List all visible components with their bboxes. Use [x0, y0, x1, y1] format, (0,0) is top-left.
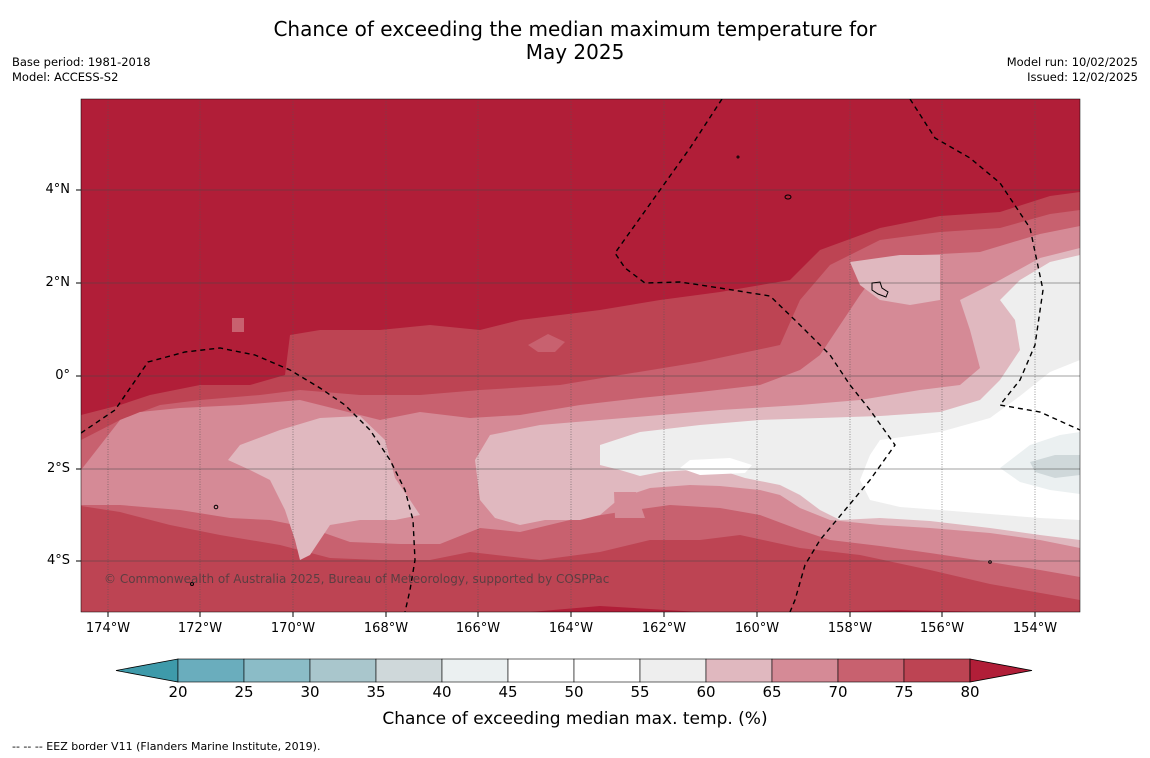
island-outline: [213, 504, 219, 510]
band-65-patch: [614, 492, 645, 518]
lon-label-158w: 158°W: [827, 621, 873, 636]
lon-label-160w: 160°W: [734, 621, 780, 636]
colorbar-segment: [177, 658, 245, 683]
colorbar-tick-label: 80: [960, 683, 980, 701]
map-title: Chance of exceeding the median maximum t…: [0, 18, 1150, 64]
colorbar-tick-label: 60: [696, 683, 716, 701]
eez-legend-note: -- -- -- EEZ border V11 (Flanders Marine…: [12, 740, 321, 753]
island-outline: [736, 155, 740, 159]
colorbar-tick-label: 20: [168, 683, 188, 701]
colorbar-tick-label: 70: [828, 683, 848, 701]
issued-date: Issued: 12/02/2025: [1027, 70, 1138, 84]
colorbar-tick-label: 65: [762, 683, 782, 701]
lon-label-156w: 156°W: [919, 621, 965, 636]
model-name: Model: ACCESS-S2: [12, 70, 119, 84]
model-info: Base period: 1981-2018 Model: ACCESS-S2: [12, 55, 151, 85]
colorbar-tick-label: 40: [432, 683, 452, 701]
colorbar-segment: [375, 658, 443, 683]
colorbar-tick-label: 55: [630, 683, 650, 701]
colorbar-segment: [309, 658, 377, 683]
lon-label-154w: 154°W: [1012, 621, 1058, 636]
band-70-patch: [528, 334, 565, 352]
colorbar-segment: [441, 658, 509, 683]
lon-label-162w: 162°W: [641, 621, 687, 636]
lon-label-170w: 170°W: [270, 621, 316, 636]
map-frame: [80, 98, 1081, 613]
colorbar-segment: [705, 658, 773, 683]
colorbar-tick-label: 30: [300, 683, 320, 701]
lon-label-166w: 166°W: [455, 621, 501, 636]
colorbar-tick-label: 45: [498, 683, 518, 701]
band-75-patch: [232, 318, 244, 332]
colorbar-segment: [507, 658, 575, 683]
eez-border-central: [614, 99, 896, 612]
title-line-1: Chance of exceeding the median maximum t…: [273, 17, 877, 41]
island-outline: [988, 560, 992, 564]
colorbar-segment: [903, 658, 971, 683]
colorbar-segment: [837, 658, 905, 683]
band-50: [680, 360, 1080, 520]
band-40: [1030, 455, 1080, 478]
island-outline: [871, 281, 889, 298]
colorbar-label: Chance of exceeding median max. temp. (%…: [382, 709, 768, 729]
lat-label-0: 0°: [55, 368, 70, 383]
colorbar-tick-label: 35: [366, 683, 386, 701]
colorbar-tick-label: 25: [234, 683, 254, 701]
graticule: [81, 99, 1080, 612]
colorbar-tick-label: 50: [564, 683, 584, 701]
colorbar-segment: [771, 658, 839, 683]
lon-label-172w: 172°W: [177, 621, 223, 636]
island-outline: [784, 194, 792, 200]
eez-border-east: [909, 99, 1080, 431]
base-period: Base period: 1981-2018: [12, 55, 151, 69]
islands: [190, 155, 992, 586]
lon-label-164w: 164°W: [548, 621, 594, 636]
copyright-notice: © Commonwealth of Australia 2025, Bureau…: [104, 572, 610, 586]
eez-border-west: [81, 347, 416, 612]
colorbar: [115, 658, 1033, 683]
title-line-2: May 2025: [525, 40, 625, 64]
colorbar-extend-low: [115, 658, 179, 683]
island-outline: [190, 582, 194, 586]
lat-label-2s: 2°S: [46, 461, 70, 476]
tick-marks: [76, 189, 1036, 617]
colorbar-segment: [573, 658, 641, 683]
colorbar-extend-high: [969, 658, 1033, 683]
run-info: Model run: 10/02/2025 Issued: 12/02/2025: [1007, 55, 1138, 85]
lon-label-174w: 174°W: [85, 621, 131, 636]
model-run-date: Model run: 10/02/2025: [1006, 55, 1138, 69]
lat-label-4n: 4°N: [45, 182, 71, 197]
colorbar-segment: [243, 658, 311, 683]
eez-borders: [81, 99, 1080, 612]
colorbar-tick-label: 75: [894, 683, 914, 701]
lon-label-168w: 168°W: [363, 621, 409, 636]
probability-field: [81, 99, 1080, 612]
colorbar-segment: [639, 658, 707, 683]
lat-label-2n: 2°N: [45, 275, 71, 290]
lat-label-4s: 4°S: [46, 553, 70, 568]
